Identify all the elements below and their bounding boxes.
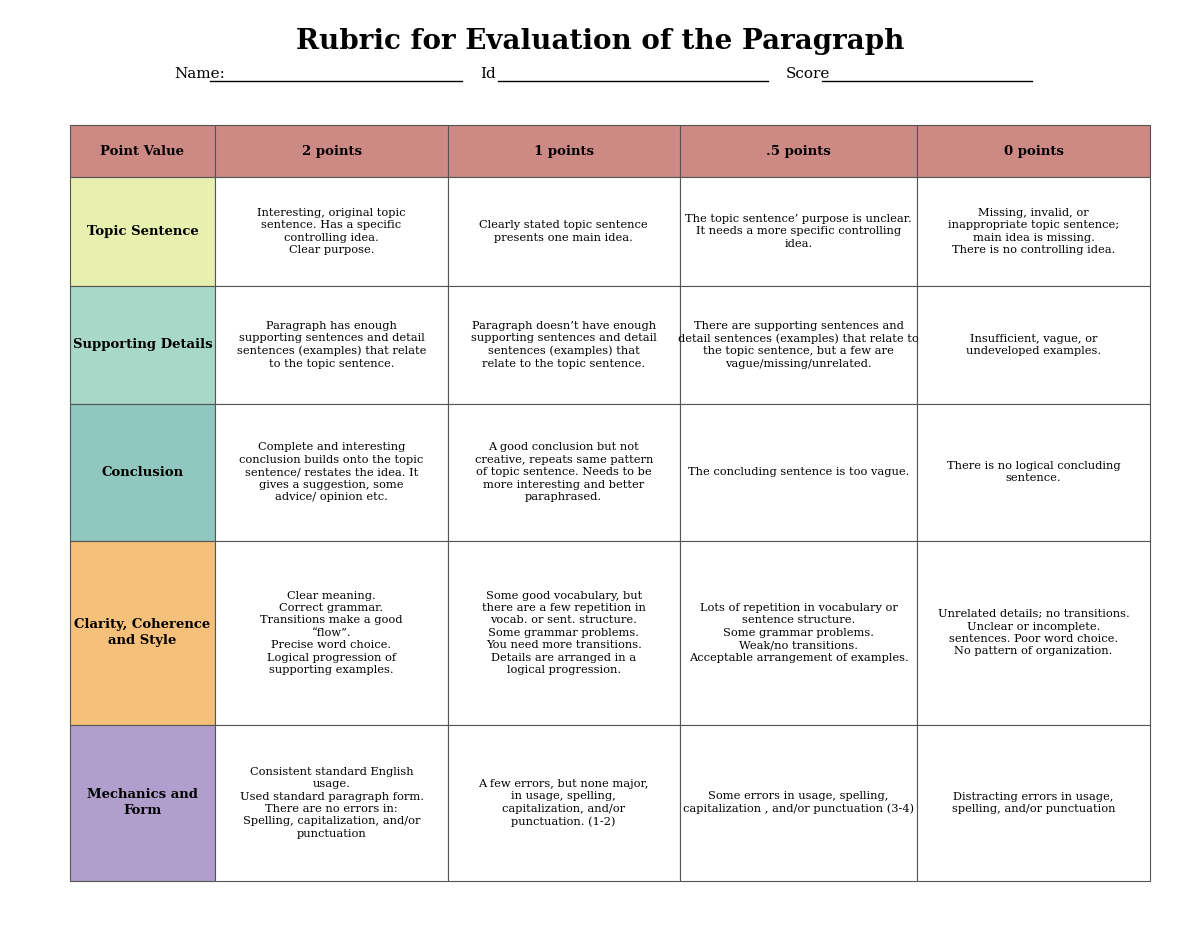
Bar [216,404,448,540]
Text: The concluding sentence is too vague.: The concluding sentence is too vague. [688,467,910,477]
Text: 2 points: 2 points [301,145,361,158]
Bar [679,286,917,404]
Bar [918,725,1150,881]
Bar [70,177,216,286]
Text: Supporting Details: Supporting Details [73,338,212,351]
Bar [448,177,680,286]
Text: Name:: Name: [174,67,224,82]
Bar [918,540,1150,725]
Text: Score: Score [786,67,830,82]
Bar [679,404,917,540]
Text: Missing, invalid, or
inappropriate topic sentence;
main idea is missing.
There i: Missing, invalid, or inappropriate topic… [948,208,1120,255]
Text: Point Value: Point Value [101,145,185,158]
Text: Paragraph doesn’t have enough
supporting sentences and detail
sentences (example: Paragraph doesn’t have enough supporting… [470,321,656,369]
Bar [448,725,680,881]
Bar [918,125,1150,177]
Text: Insufficient, vague, or
undeveloped examples.: Insufficient, vague, or undeveloped exam… [966,334,1102,356]
Bar [679,177,917,286]
Bar [918,286,1150,404]
Bar [70,404,216,540]
Text: Complete and interesting
conclusion builds onto the topic
sentence/ restates the: Complete and interesting conclusion buil… [239,442,424,502]
Text: There is no logical concluding
sentence.: There is no logical concluding sentence. [947,461,1121,483]
Bar [448,540,680,725]
Text: Rubric for Evaluation of the Paragraph: Rubric for Evaluation of the Paragraph [296,28,904,56]
Text: Paragraph has enough
supporting sentences and detail
sentences (examples) that r: Paragraph has enough supporting sentence… [236,321,426,369]
Text: Topic Sentence: Topic Sentence [86,225,198,238]
Bar [679,125,917,177]
Bar [679,725,917,881]
Text: Interesting, original topic
sentence. Has a specific
controlling idea.
Clear pur: Interesting, original topic sentence. Ha… [257,208,406,255]
Text: 1 points: 1 points [534,145,594,158]
Bar [448,404,680,540]
Text: Distracting errors in usage,
spelling, and/or punctuation: Distracting errors in usage, spelling, a… [952,792,1115,814]
Bar [448,125,680,177]
Bar [216,286,448,404]
Text: Unrelated details; no transitions.
Unclear or incomplete.
sentences. Poor word c: Unrelated details; no transitions. Uncle… [937,609,1129,656]
Bar [918,404,1150,540]
Text: Some good vocabulary, but
there are a few repetition in
vocab. or sent. structur: Some good vocabulary, but there are a fe… [481,590,646,675]
Text: Clarity, Coherence
and Style: Clarity, Coherence and Style [74,618,211,647]
Text: Clear meaning.
Correct grammar.
Transitions make a good
“flow”.
Precise word cho: Clear meaning. Correct grammar. Transiti… [260,590,403,675]
Bar [216,540,448,725]
Bar [70,540,216,725]
Bar [918,177,1150,286]
Bar [216,177,448,286]
Bar [70,286,216,404]
Text: Mechanics and
Form: Mechanics and Form [88,788,198,818]
Text: Id: Id [480,67,496,82]
Bar [216,725,448,881]
Bar [70,725,216,881]
Text: Conclusion: Conclusion [102,465,184,478]
Text: Some errors in usage, spelling,
capitalization , and/or punctuation (3-4): Some errors in usage, spelling, capitali… [683,791,914,814]
Text: Consistent standard English
usage.
Used standard paragraph form.
There are no er: Consistent standard English usage. Used … [240,767,424,839]
Bar [216,125,448,177]
Text: Clearly stated topic sentence
presents one main idea.: Clearly stated topic sentence presents o… [479,221,648,243]
Text: A good conclusion but not
creative, repeats same pattern
of topic sentence. Need: A good conclusion but not creative, repe… [474,442,653,502]
Text: There are supporting sentences and
detail sentences (examples) that relate to
th: There are supporting sentences and detai… [678,321,919,369]
Bar [70,125,216,177]
Text: 0 points: 0 points [1003,145,1063,158]
Text: The topic sentence’ purpose is unclear.
It needs a more specific controlling
ide: The topic sentence’ purpose is unclear. … [685,214,912,248]
Text: Lots of repetition in vocabulary or
sentence structure.
Some grammar problems.
W: Lots of repetition in vocabulary or sent… [689,603,908,663]
Text: A few errors, but none major,
in usage, spelling,
capitalization, and/or
punctua: A few errors, but none major, in usage, … [479,779,649,827]
Bar [679,540,917,725]
Text: .5 points: .5 points [767,145,830,158]
Bar [448,286,680,404]
